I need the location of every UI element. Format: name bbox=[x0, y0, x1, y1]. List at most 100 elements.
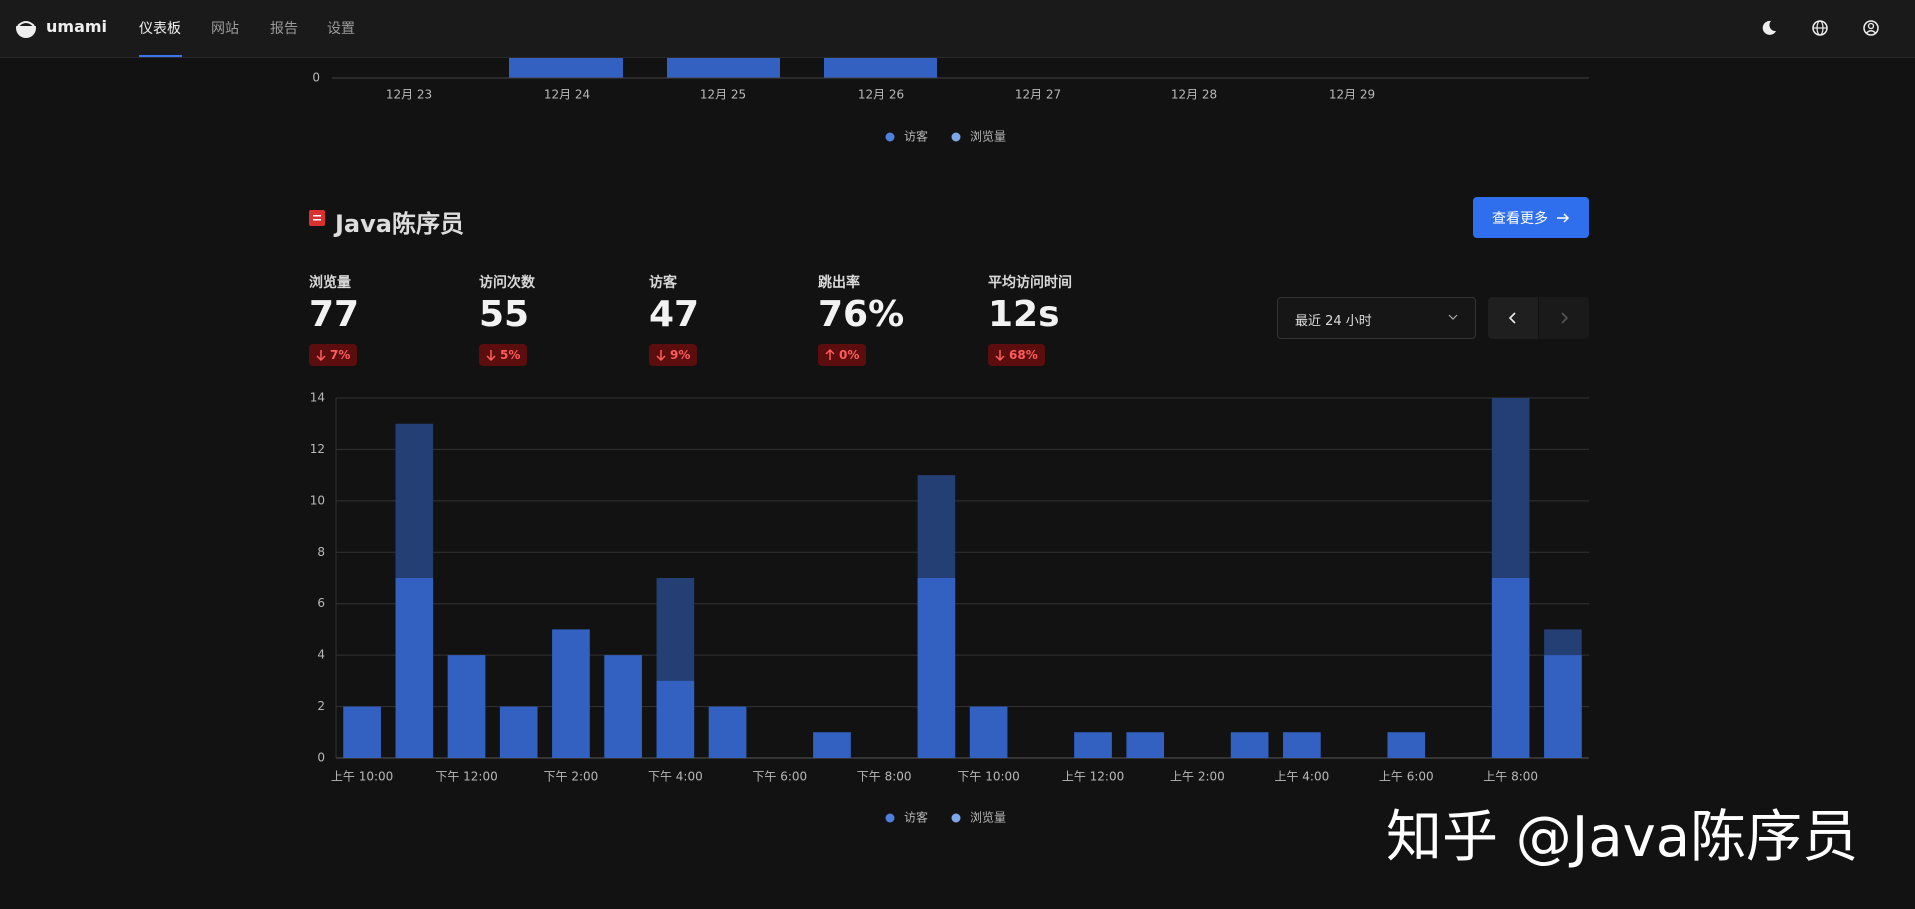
metric-label: 访问次数 bbox=[479, 275, 535, 291]
metric-value: 77 bbox=[309, 294, 360, 335]
x-tick-label: 下午 2:00 bbox=[544, 770, 599, 784]
bar-fragment bbox=[509, 58, 623, 78]
y-tick-label: 0 bbox=[312, 71, 320, 85]
change-arrow bbox=[825, 349, 835, 360]
previous-chart: 0 12月 23 12月 24 12月 25 12月 26 12月 27 12月 28 12月… bbox=[312, 58, 1589, 144]
x-tick-label: 上午 2:00 bbox=[1170, 770, 1225, 784]
metric-value: 76% bbox=[818, 294, 905, 335]
x-tick-label: 上午 4:00 bbox=[1274, 770, 1329, 784]
change-badge: 5% bbox=[479, 344, 528, 366]
y-tick-label: 2 bbox=[317, 699, 325, 713]
x-tick-label: 下午 6:00 bbox=[752, 770, 807, 784]
change-value: 68% bbox=[1009, 348, 1038, 362]
view-more-button[interactable]: 查看更多 bbox=[1473, 197, 1589, 238]
nav-item[interactable]: 设置 bbox=[327, 21, 355, 37]
logo bbox=[16, 18, 36, 38]
change-arrow bbox=[656, 350, 666, 361]
nav-item[interactable]: 网站 bbox=[211, 21, 239, 37]
change-arrow bbox=[486, 350, 496, 361]
bar bbox=[604, 655, 642, 758]
change-value: 9% bbox=[670, 348, 691, 362]
bar-fragment bbox=[824, 58, 937, 78]
bar bbox=[447, 655, 486, 758]
brand[interactable]: umami bbox=[46, 17, 108, 36]
metric-value: 47 bbox=[649, 294, 700, 335]
button-label: 查看更多 bbox=[1492, 210, 1548, 227]
bar bbox=[1074, 732, 1112, 758]
top-bar: umami 仪表板 网站 报告 设置 bbox=[0, 0, 1915, 58]
x-tick-label: 上午 12:00 bbox=[1062, 770, 1124, 784]
site-title: Java陈序员 bbox=[335, 210, 464, 238]
chevron-left bbox=[1508, 312, 1516, 324]
theme-icon[interactable] bbox=[1760, 19, 1778, 37]
bar bbox=[1491, 578, 1530, 758]
nav-active-underline bbox=[139, 55, 182, 57]
bar bbox=[917, 578, 956, 758]
metric-label: 访客 bbox=[649, 275, 677, 291]
bar bbox=[969, 706, 1008, 758]
bar bbox=[1126, 732, 1165, 758]
metric-value: 55 bbox=[479, 294, 530, 335]
legend-swatch bbox=[951, 132, 961, 142]
change-badge: 9% bbox=[649, 344, 698, 366]
language-icon[interactable] bbox=[1811, 19, 1829, 37]
nav-item[interactable]: 仪表板 bbox=[139, 21, 181, 37]
x-tick-label: 12月 29 bbox=[1329, 88, 1375, 102]
chevron-down bbox=[1448, 314, 1458, 320]
change-value: 7% bbox=[330, 348, 351, 362]
metric-label: 跳出率 bbox=[818, 275, 860, 291]
bar bbox=[656, 680, 695, 758]
x-tick-label: 12月 23 bbox=[386, 88, 432, 102]
change-badge: 68% bbox=[988, 344, 1045, 366]
y-tick-label: 0 bbox=[317, 751, 325, 765]
change-badge: 7% bbox=[309, 344, 358, 366]
change-value: 0% bbox=[839, 348, 860, 362]
change-badge: 0% bbox=[818, 344, 867, 366]
chevron-right bbox=[1561, 312, 1569, 324]
x-tick-label: 12月 27 bbox=[1015, 88, 1061, 102]
legend-label: 访客 bbox=[904, 810, 928, 825]
x-tick-label: 上午 6:00 bbox=[1379, 770, 1434, 784]
bar bbox=[1387, 732, 1426, 758]
metric-label: 平均访问时间 bbox=[988, 275, 1072, 291]
bar bbox=[395, 578, 434, 758]
arrow-icon bbox=[1557, 212, 1570, 223]
pageviews-chart: 0 2 4 6 8 10 12 14 上午 10:00 下午 12:00 下午 2:00 下午 4:0… bbox=[310, 391, 1589, 825]
site-favicon bbox=[309, 210, 325, 226]
x-tick-label: 下午 4:00 bbox=[648, 770, 703, 784]
x-tick-label: 12月 26 bbox=[858, 88, 904, 102]
x-tick-label: 下午 12:00 bbox=[435, 770, 497, 784]
bar bbox=[813, 732, 851, 758]
legend-label: 浏览量 bbox=[970, 810, 1006, 825]
date-range-select[interactable]: 最近 24 小时 bbox=[1277, 297, 1476, 339]
y-tick-label: 12 bbox=[310, 442, 325, 456]
profile-icon[interactable] bbox=[1862, 19, 1880, 37]
prev-button[interactable] bbox=[1488, 297, 1538, 339]
y-tick-label: 14 bbox=[310, 391, 325, 405]
y-tick-label: 6 bbox=[317, 596, 325, 610]
bar bbox=[552, 629, 590, 758]
metric-label: 浏览量 bbox=[309, 275, 351, 291]
y-tick-label: 10 bbox=[310, 493, 325, 507]
y-tick-label: 8 bbox=[317, 545, 325, 559]
x-tick-label: 12月 24 bbox=[544, 88, 590, 102]
legend-swatch bbox=[885, 132, 895, 142]
legend-swatch bbox=[885, 813, 895, 823]
change-arrow bbox=[995, 350, 1005, 361]
date-range-label: 最近 24 小时 bbox=[1295, 314, 1372, 329]
legend-label: 访客 bbox=[904, 129, 928, 144]
x-tick-label: 下午 10:00 bbox=[957, 770, 1019, 784]
metric-value: 12s bbox=[988, 294, 1060, 335]
bar bbox=[1283, 732, 1321, 758]
change-arrow bbox=[316, 350, 326, 361]
legend-swatch bbox=[951, 813, 961, 823]
bar bbox=[1230, 732, 1269, 758]
nav-item[interactable]: 报告 bbox=[270, 21, 298, 37]
bar bbox=[343, 706, 381, 758]
bar-fragment bbox=[667, 58, 780, 78]
change-value: 5% bbox=[500, 348, 521, 362]
x-tick-label: 12月 28 bbox=[1171, 88, 1217, 102]
next-button[interactable] bbox=[1539, 297, 1589, 339]
x-tick-label: 上午 8:00 bbox=[1483, 770, 1538, 784]
